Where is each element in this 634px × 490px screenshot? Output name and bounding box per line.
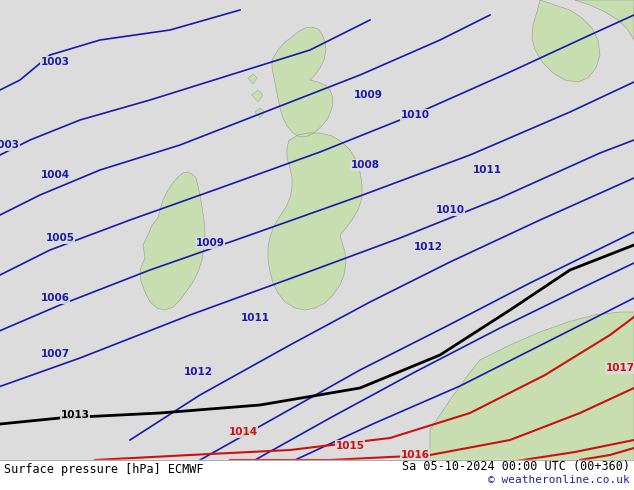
Text: 1010: 1010 [436, 205, 465, 215]
Text: 1004: 1004 [41, 170, 70, 180]
Text: 1014: 1014 [228, 427, 257, 437]
Text: 1006: 1006 [41, 293, 70, 303]
Text: 1012: 1012 [183, 367, 212, 377]
Text: 1013: 1013 [60, 410, 89, 420]
Text: 1005: 1005 [46, 233, 75, 243]
Polygon shape [272, 27, 333, 137]
Polygon shape [248, 74, 257, 84]
Text: 1003: 1003 [0, 140, 20, 150]
Polygon shape [430, 312, 634, 490]
Text: 1017: 1017 [605, 363, 634, 373]
Polygon shape [575, 0, 634, 40]
Polygon shape [532, 0, 600, 82]
Bar [0, 460, 634, 490]
Text: 1009: 1009 [354, 90, 382, 100]
Text: 1011: 1011 [472, 165, 501, 175]
Polygon shape [140, 172, 205, 310]
Polygon shape [255, 108, 265, 118]
Text: 1015: 1015 [335, 441, 365, 451]
Text: 1007: 1007 [41, 349, 70, 359]
Text: 1012: 1012 [413, 242, 443, 252]
Text: Surface pressure [hPa] ECMWF: Surface pressure [hPa] ECMWF [4, 463, 204, 475]
Text: © weatheronline.co.uk: © weatheronline.co.uk [488, 475, 630, 485]
Polygon shape [268, 133, 362, 310]
Text: 1003: 1003 [41, 57, 70, 67]
Text: 1016: 1016 [401, 450, 429, 460]
Text: 1011: 1011 [240, 313, 269, 323]
Text: Sa 05-10-2024 00:00 UTC (00+360): Sa 05-10-2024 00:00 UTC (00+360) [402, 460, 630, 472]
Text: 1010: 1010 [401, 110, 429, 120]
Polygon shape [252, 90, 263, 102]
Text: 1008: 1008 [351, 160, 380, 170]
Text: 1009: 1009 [195, 238, 224, 248]
